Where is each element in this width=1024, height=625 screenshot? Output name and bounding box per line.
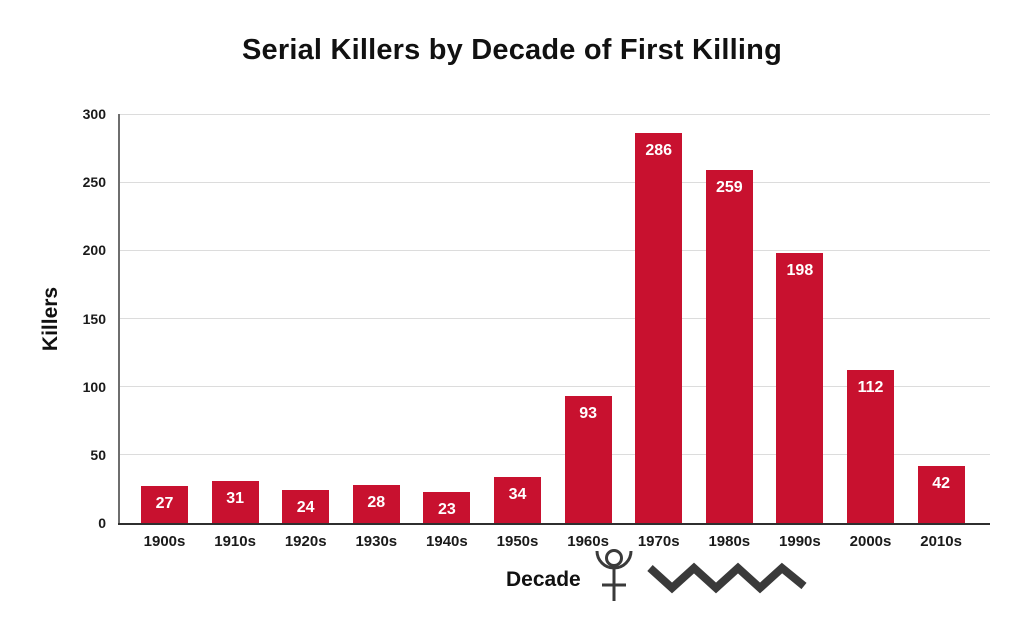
bar-value-label-1980s: 259 bbox=[715, 179, 743, 196]
gridline-150 bbox=[118, 318, 990, 319]
bar-value-label-1990s: 198 bbox=[786, 262, 814, 279]
bar-value-label-1930s: 28 bbox=[367, 494, 386, 511]
x-tick-label-2000s: 2000s bbox=[849, 533, 892, 550]
bar-value-label-1940s: 23 bbox=[437, 501, 456, 518]
x-tick-label-1970s: 1970s bbox=[637, 533, 680, 550]
x-tick-label-1980s: 1980s bbox=[708, 533, 751, 550]
bar-1960s: 93 bbox=[564, 396, 612, 523]
x-axis-title: Decade bbox=[506, 568, 581, 591]
y-tick-label-200: 200 bbox=[82, 242, 106, 259]
x-axis-title-row: Decade bbox=[506, 545, 807, 609]
zigzag-line-icon bbox=[647, 562, 807, 594]
x-tick-label-1940s: 1940s bbox=[426, 533, 468, 550]
plot-area: 0 50 100 150 200 250 300 27 1900s 31 1910s 24 1920s 2… bbox=[83, 106, 990, 550]
bar-value-label-2010s: 42 bbox=[932, 475, 950, 492]
x-tick-label-1990s: 1990s bbox=[779, 533, 821, 550]
y-tick-label-0: 0 bbox=[98, 515, 106, 531]
bar-value-label-1920s: 24 bbox=[296, 499, 315, 516]
bar-1980s: 259 bbox=[705, 170, 753, 523]
x-tick-label-1920s: 1920s bbox=[284, 533, 327, 550]
gridline-100 bbox=[118, 386, 990, 388]
pluto-symbol-icon bbox=[595, 549, 633, 601]
bar-value-label-1900s: 27 bbox=[155, 495, 174, 512]
x-tick-label-2010s: 2010s bbox=[920, 533, 962, 550]
bar-1950s: 34 bbox=[494, 477, 541, 523]
bar-1990s: 198 bbox=[776, 253, 824, 523]
x-axis-spine bbox=[118, 523, 990, 525]
bar-value-label-1970s: 286 bbox=[645, 142, 673, 159]
bar-1910s: 31 bbox=[211, 481, 259, 523]
gridline-250 bbox=[118, 181, 990, 183]
bar-1940s: 23 bbox=[423, 492, 471, 523]
bar-value-label-1960s: 93 bbox=[579, 405, 597, 422]
x-tick-label-1960s: 1960s bbox=[567, 533, 609, 550]
bar-2000s: 112 bbox=[847, 370, 894, 523]
bar-1920s: 24 bbox=[282, 490, 330, 523]
chart-title: Serial Killers by Decade of First Killin… bbox=[241, 34, 783, 66]
gridline-300 bbox=[118, 113, 990, 115]
gridline-200 bbox=[118, 249, 990, 251]
x-tick-label-1900s: 1900s bbox=[143, 533, 186, 550]
y-axis-spine bbox=[118, 114, 120, 523]
gridline-50 bbox=[118, 454, 990, 456]
x-tick-label-1950s: 1950s bbox=[496, 533, 539, 550]
bar-2010s: 42 bbox=[917, 466, 965, 523]
x-tick-label-1930s: 1930s bbox=[355, 533, 398, 550]
bar-1930s: 28 bbox=[352, 485, 400, 523]
bar-value-label-1910s: 31 bbox=[226, 490, 244, 507]
bar-value-label-1950s: 34 bbox=[508, 486, 527, 503]
x-tick-label-1910s: 1910s bbox=[214, 533, 256, 550]
bar-1970s: 286 bbox=[635, 133, 683, 523]
y-tick-label-50: 50 bbox=[90, 446, 106, 463]
bar-1900s: 27 bbox=[141, 486, 188, 523]
bar-value-label-2000s: 112 bbox=[857, 379, 884, 396]
y-tick-label-250: 250 bbox=[82, 174, 106, 191]
y-tick-label-150: 150 bbox=[82, 310, 106, 327]
y-tick-label-100: 100 bbox=[82, 378, 106, 395]
y-tick-label-300: 300 bbox=[82, 106, 106, 122]
